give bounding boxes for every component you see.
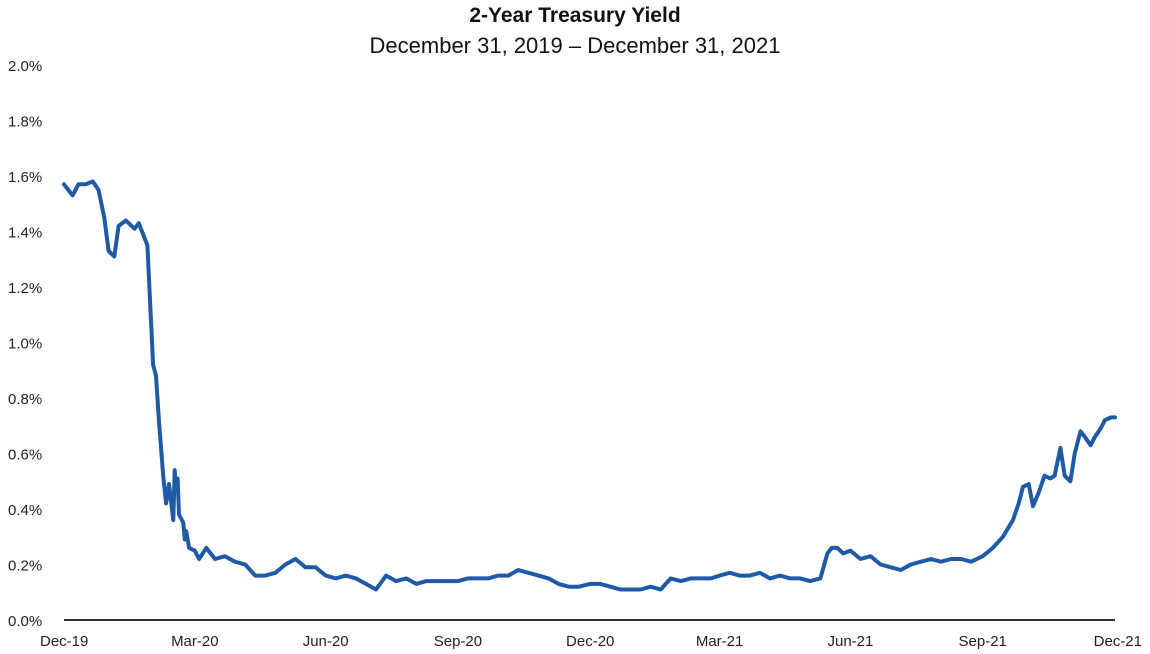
y-tick-label: 1.2% xyxy=(8,280,42,297)
y-axis-ticks: 0.0% 0.2% 0.4% 0.6% 0.8% 1.0% 1.2% 1.4% 1.6% 1.8%… xyxy=(8,58,42,630)
x-tick-label: Sep-20 xyxy=(434,633,482,650)
x-tick-label: Jun-21 xyxy=(828,633,874,650)
x-tick-label: Mar-20 xyxy=(171,633,219,650)
chart-title: 2-Year Treasury Yield xyxy=(469,4,681,27)
y-tick-label: 1.4% xyxy=(8,225,42,242)
y-tick-label: 0.6% xyxy=(8,447,42,464)
y-tick-label: 1.6% xyxy=(8,169,42,186)
y-tick-label: 1.0% xyxy=(8,336,42,353)
x-tick-label: Dec-19 xyxy=(40,633,88,650)
y-tick-label: 0.4% xyxy=(8,502,42,519)
yield-series-line xyxy=(62,179,1117,592)
y-tick-label: 2.0% xyxy=(8,58,42,75)
chart-subtitle: December 31, 2019 – December 31, 2021 xyxy=(369,33,781,58)
y-tick-label: 0.8% xyxy=(8,391,42,408)
x-tick-label: Sep-21 xyxy=(959,633,1007,650)
x-tick-label: Mar-21 xyxy=(696,633,744,650)
y-tick-label: 1.8% xyxy=(8,114,42,131)
x-tick-label: Dec-20 xyxy=(566,633,614,650)
y-tick-label: 0.0% xyxy=(8,613,42,630)
x-axis-ticks: Dec-19 Mar-20 Jun-20 Sep-20 Dec-20 Mar-21 Jun-… xyxy=(40,633,1142,650)
y-tick-label: 0.2% xyxy=(8,558,42,575)
x-tick-label: Jun-20 xyxy=(303,633,349,650)
x-tick-label: Dec-21 xyxy=(1094,633,1142,650)
